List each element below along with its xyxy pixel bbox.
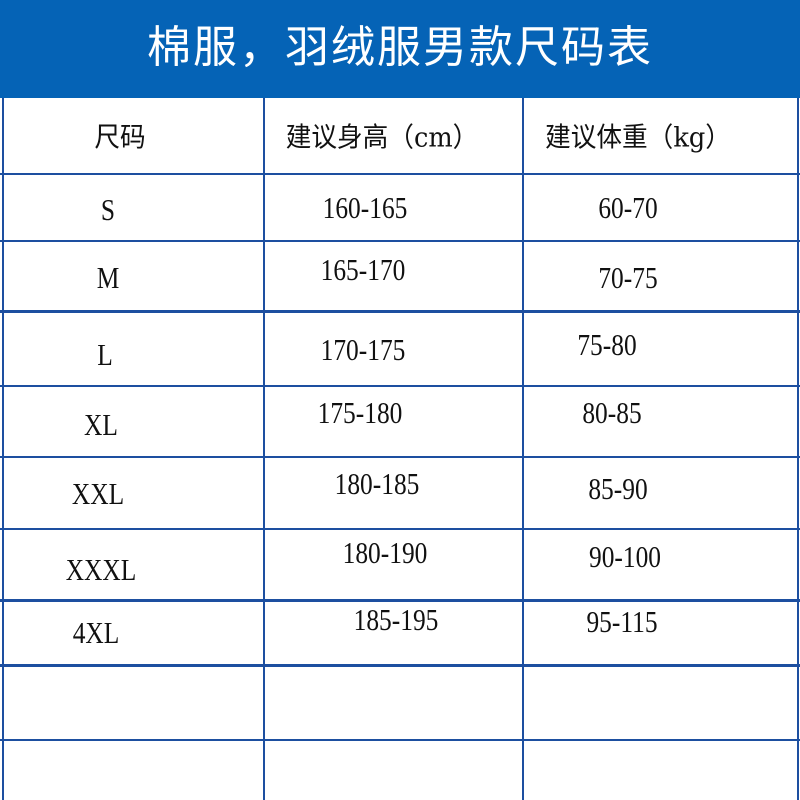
column-header: 尺码	[94, 122, 146, 154]
column-header: 建议体重（kg）	[545, 122, 731, 154]
table-column-divider	[263, 98, 265, 800]
table-column-divider	[522, 98, 524, 800]
table-row-divider	[0, 739, 800, 741]
table-row-divider	[0, 173, 800, 175]
size-cell: XXXL	[65, 552, 137, 587]
table-column-divider	[2, 98, 4, 800]
height-cell: 185-195	[353, 602, 439, 637]
height-cell: 170-175	[320, 332, 406, 367]
page-title: 棉服，羽绒服男款尺码表	[147, 22, 653, 73]
table-row-divider	[0, 240, 800, 242]
table-row-divider	[0, 664, 800, 667]
height-cell: 180-190	[342, 535, 428, 570]
weight-cell: 80-85	[582, 395, 642, 430]
weight-cell: 75-80	[577, 327, 637, 362]
title-banner	[0, 0, 800, 98]
size-cell: XL	[84, 407, 118, 442]
size-cell: 4XL	[72, 615, 120, 650]
weight-cell: 85-90	[588, 471, 648, 506]
size-cell: XXL	[71, 476, 125, 511]
weight-cell: 70-75	[598, 260, 658, 295]
table-row-divider	[0, 456, 800, 458]
table-row-divider	[0, 528, 800, 530]
column-header: 建议身高（cm）	[285, 122, 479, 154]
height-cell: 180-185	[334, 466, 420, 501]
height-cell: 165-170	[320, 252, 406, 287]
height-cell: 175-180	[317, 395, 403, 430]
weight-cell: 95-115	[586, 604, 658, 639]
table-column-divider	[797, 98, 799, 800]
size-cell: M	[96, 260, 120, 295]
table-row-divider	[0, 599, 800, 602]
weight-cell: 90-100	[588, 539, 662, 574]
height-cell: 160-165	[322, 190, 408, 225]
size-cell: S	[100, 192, 116, 227]
table-row-divider	[0, 310, 800, 313]
size-cell: L	[97, 337, 113, 372]
weight-cell: 60-70	[598, 190, 658, 225]
table-row-divider	[0, 385, 800, 387]
